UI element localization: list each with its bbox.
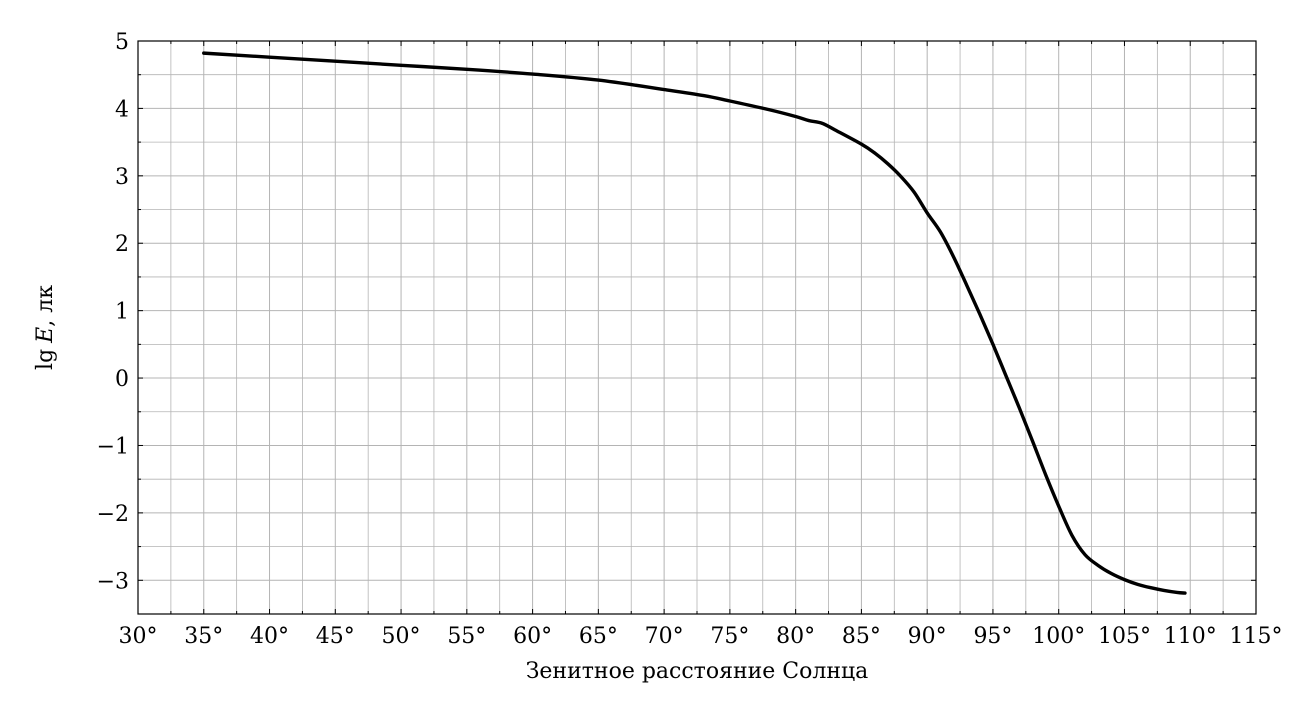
x-tick-label: 40° [250,624,289,649]
y-axis-title-unit: , лк [33,285,58,327]
y-axis-title-symbol: E [33,327,58,344]
x-tick-label: 115° [1230,624,1283,649]
x-tick-label: 65° [579,624,618,649]
x-tick-label: 110° [1164,624,1217,649]
x-tick-label: 95° [973,624,1012,649]
x-tick-label: 75° [710,624,749,649]
y-tick-label: 4 [115,97,129,122]
x-tick-label: 80° [776,624,815,649]
y-axis-title: lg E, лк [33,285,58,370]
x-tick-label: 50° [382,624,421,649]
y-tick-label: 3 [115,165,129,190]
x-tick-label: 35° [184,624,223,649]
y-tick-labels: −3 −2 −1 0 1 2 3 4 5 [97,30,129,594]
grid-minor-lines [138,41,1256,615]
grid-major-lines [137,40,1257,614]
x-tick-label: 55° [447,624,486,649]
x-tick-labels: 30° 35° 40° 45° 50° 55° 60° 65° 70° 75° 80° 85° 90° 9… [119,624,1283,649]
y-tick-label: −3 [97,569,129,594]
x-tick-label: 105° [1098,624,1151,649]
y-tick-label: 2 [115,232,129,257]
x-axis-title: Зенитное расстояние Солнца [526,659,869,684]
x-tick-label: 45° [316,624,355,649]
x-tick-label: 90° [908,624,947,649]
series-layer [202,51,1187,595]
y-axis-title-lg: lg [33,349,58,370]
y-tick-label: −1 [97,434,129,459]
plot-frame [137,40,1257,615]
y-tick-label: 5 [115,30,129,55]
series-line [202,51,1187,595]
y-tick-label: 0 [115,367,129,392]
y-tick-label: 1 [115,300,129,325]
x-tick-label: 85° [842,624,881,649]
x-tick-label: 60° [513,624,552,649]
y-tick-label: −2 [97,502,129,527]
x-tick-label: 100° [1032,624,1085,649]
x-tick-label: 30° [119,624,158,649]
x-tick-label: 70° [645,624,684,649]
